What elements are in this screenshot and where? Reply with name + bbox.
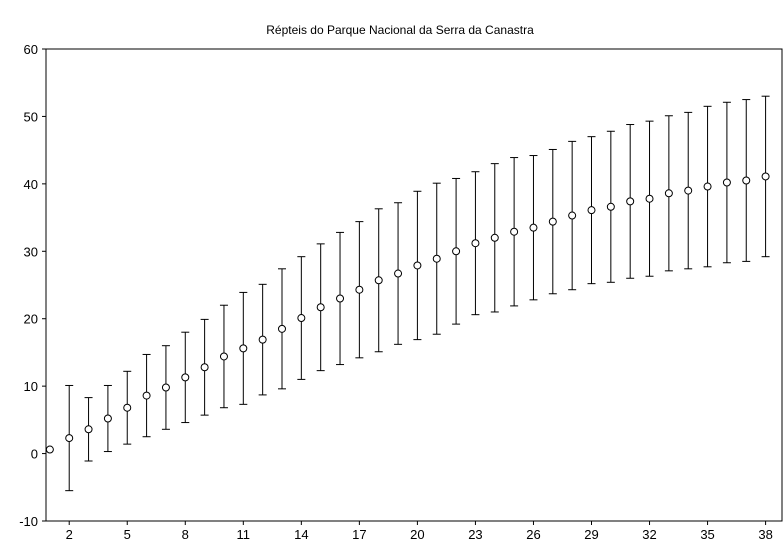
- point: [258, 335, 267, 344]
- y-tick-label: 10: [24, 379, 38, 394]
- point: [316, 303, 325, 312]
- x-tick-label: 35: [700, 527, 714, 542]
- x-tick-label: 20: [410, 527, 424, 542]
- chart-title: Répteis do Parque Nacional da Serra da C…: [266, 23, 534, 37]
- point: [742, 176, 751, 185]
- point: [626, 197, 635, 206]
- plot-area: [45, 48, 783, 522]
- x-tick-label: 26: [526, 527, 540, 542]
- x-tick-label: 5: [124, 527, 131, 542]
- point: [490, 233, 499, 242]
- point: [103, 414, 112, 423]
- point: [606, 202, 615, 211]
- point: [123, 403, 132, 412]
- y-tick-label: -10: [19, 514, 38, 529]
- point: [471, 239, 480, 248]
- x-tick-label: 17: [352, 527, 366, 542]
- point: [297, 314, 306, 323]
- point: [181, 373, 190, 382]
- point: [200, 363, 209, 372]
- point: [510, 227, 519, 236]
- point: [548, 217, 557, 226]
- point: [142, 391, 151, 400]
- y-tick-label: 40: [24, 177, 38, 192]
- point: [761, 172, 770, 181]
- y-tick-label: 0: [31, 447, 38, 462]
- x-tick-label: 2: [66, 527, 73, 542]
- point: [161, 383, 170, 392]
- point: [219, 352, 228, 361]
- point: [65, 434, 74, 443]
- point: [452, 247, 461, 256]
- x-tick-label: 23: [468, 527, 482, 542]
- y-tick-label: 60: [24, 42, 38, 57]
- point: [645, 194, 654, 203]
- point: [336, 294, 345, 303]
- point: [413, 261, 422, 270]
- point: [355, 285, 364, 294]
- point: [587, 206, 596, 215]
- point: [374, 276, 383, 285]
- x-tick-label: 14: [294, 527, 308, 542]
- x-tick-label: 38: [758, 527, 772, 542]
- point: [394, 269, 403, 278]
- point: [703, 182, 712, 191]
- point: [432, 254, 441, 263]
- point: [45, 445, 54, 454]
- x-tick-label: 8: [182, 527, 189, 542]
- y-tick-label: 30: [24, 244, 38, 259]
- point: [277, 324, 286, 333]
- x-tick-label: 32: [642, 527, 656, 542]
- y-tick-label: 20: [24, 312, 38, 327]
- point: [529, 223, 538, 232]
- x-tick-label: 29: [584, 527, 598, 542]
- point: [722, 178, 731, 187]
- y-tick-label: 50: [24, 109, 38, 124]
- point: [664, 189, 673, 198]
- point: [568, 211, 577, 220]
- point: [684, 186, 693, 195]
- point: [84, 425, 93, 434]
- x-tick-label: 11: [237, 527, 251, 542]
- point: [239, 344, 248, 353]
